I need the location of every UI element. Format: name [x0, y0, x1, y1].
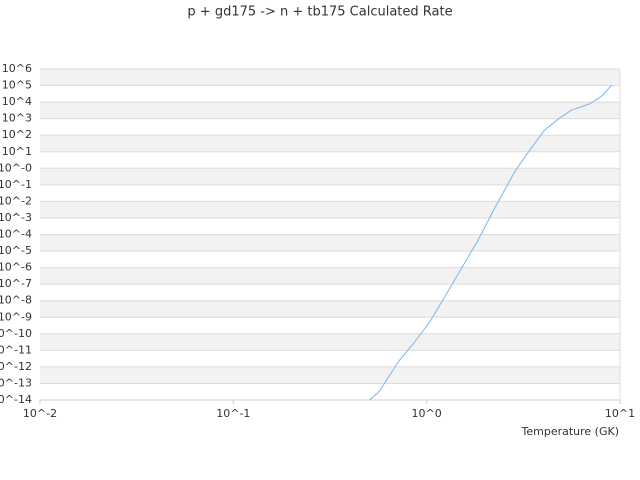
- grid-band: [40, 333, 620, 351]
- x-axis-label: Temperature (GK): [521, 425, 620, 438]
- grid-band: [40, 135, 620, 152]
- y-tick-label: 10^-10: [0, 327, 32, 340]
- y-tick-label: 10^-1: [0, 178, 32, 191]
- y-tick-label: 10^2: [2, 128, 32, 141]
- y-tick-label: 10^-0: [0, 161, 32, 174]
- y-tick-label: 10^-14: [0, 393, 32, 406]
- y-tick-label: 10^1: [2, 145, 32, 158]
- grid-band: [40, 366, 620, 384]
- grid-band: [40, 267, 620, 285]
- data-line: [369, 84, 613, 401]
- y-tick-label: 10^-13: [0, 376, 32, 389]
- y-tick-label: 10^-8: [0, 294, 32, 307]
- y-tick-label: 10^-2: [0, 194, 32, 207]
- chart-title: p + gd175 -> n + tb175 Calculated Rate: [187, 5, 452, 20]
- y-tick-label: 10^-11: [0, 343, 32, 356]
- x-tick-label: 10^-2: [23, 407, 57, 420]
- grid-band: [40, 168, 620, 185]
- grid-band: [40, 102, 620, 119]
- y-tick-label: 10^-3: [0, 211, 32, 224]
- x-tick-label: 10^-1: [216, 407, 250, 420]
- y-tick-label: 10^5: [2, 79, 32, 92]
- y-tick-label: 10^3: [2, 112, 32, 125]
- y-tick-label: 10^-5: [0, 244, 32, 257]
- grid-band: [40, 234, 620, 252]
- grid-band: [40, 300, 620, 318]
- y-tick-label: 10^-7: [0, 277, 32, 290]
- y-tick-label: 10^-12: [0, 360, 32, 373]
- x-tick-label: 10^1: [605, 407, 635, 420]
- y-tick-label: 10^-9: [0, 310, 32, 323]
- y-tick-label: 10^-4: [0, 228, 32, 241]
- y-tick-label: 10^-6: [0, 261, 32, 274]
- y-tick-label: 10^6: [2, 62, 32, 75]
- x-tick-label: 10^0: [412, 407, 442, 420]
- grid-band: [40, 201, 620, 218]
- plot-background: [40, 69, 620, 384]
- y-tick-label: 10^4: [2, 95, 32, 108]
- grid-band: [40, 69, 620, 86]
